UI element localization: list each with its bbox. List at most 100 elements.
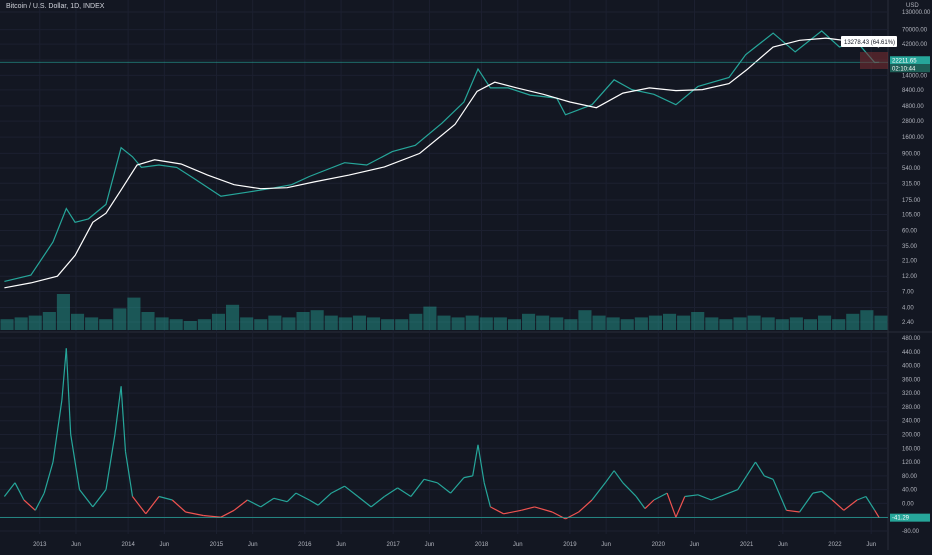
price-tick-label: 35.00 bbox=[902, 244, 918, 250]
osc-segment bbox=[145, 496, 160, 515]
price-tag-value: 22211.65 bbox=[892, 58, 917, 64]
osc-segment bbox=[52, 399, 63, 463]
osc-segment bbox=[843, 499, 858, 511]
volume-bar bbox=[522, 313, 536, 330]
volume-bar bbox=[42, 312, 56, 330]
osc-segment bbox=[472, 444, 479, 477]
price-unit-label: USD bbox=[906, 3, 919, 9]
volume-bar bbox=[226, 304, 240, 330]
osc-segment bbox=[286, 492, 297, 503]
volume-bar bbox=[507, 319, 522, 330]
osc-tick-label: 200.00 bbox=[902, 433, 921, 439]
volume-bar bbox=[70, 313, 85, 330]
osc-segment bbox=[644, 499, 655, 510]
volume-bar bbox=[860, 310, 874, 330]
volume-bar bbox=[296, 312, 310, 330]
osc-segment bbox=[437, 482, 451, 494]
osc-segment bbox=[666, 492, 677, 518]
time-tick-label: Jun bbox=[425, 542, 435, 548]
price-tick-label: 105.00 bbox=[902, 213, 921, 219]
price-tick-label: 1600.00 bbox=[902, 135, 924, 141]
time-tick-label: Jun bbox=[866, 542, 876, 548]
osc-segment bbox=[856, 495, 867, 501]
osc-segment bbox=[622, 482, 637, 497]
price-tick-label: 900.00 bbox=[902, 151, 921, 157]
osc-segment bbox=[384, 487, 398, 498]
osc-segment bbox=[534, 506, 553, 513]
time-tick-label: 2022 bbox=[828, 542, 842, 548]
volume-bar bbox=[846, 313, 860, 330]
osc-segment bbox=[370, 496, 385, 508]
volume-bar bbox=[395, 319, 409, 330]
osc-segment bbox=[812, 490, 822, 494]
volume-bar bbox=[775, 319, 789, 330]
osc-segment bbox=[724, 489, 739, 496]
price-tick-label: 2800.00 bbox=[902, 119, 924, 125]
volume-bar bbox=[493, 317, 507, 330]
osc-tick-label: 480.00 bbox=[902, 336, 921, 342]
moving-average-line bbox=[4, 37, 880, 289]
osc-segment bbox=[308, 499, 319, 506]
volume-bar bbox=[592, 315, 606, 330]
volume-bar bbox=[169, 319, 183, 330]
volume-bar bbox=[141, 312, 155, 330]
time-tick-label: 2019 bbox=[563, 542, 577, 548]
osc-segment bbox=[158, 495, 173, 501]
osc-segment bbox=[764, 475, 774, 480]
volume-bar bbox=[719, 319, 733, 330]
osc-segment bbox=[3, 482, 16, 497]
osc-segment bbox=[604, 470, 615, 484]
volume-bar bbox=[197, 319, 211, 330]
osc-tick-label: 440.00 bbox=[902, 350, 921, 356]
volume-bar bbox=[803, 319, 818, 330]
time-tick-label: Jun bbox=[778, 542, 788, 548]
osc-segment bbox=[684, 494, 699, 498]
volume-bar bbox=[620, 319, 634, 330]
volume-bar bbox=[437, 315, 451, 330]
volume-bar bbox=[536, 315, 550, 330]
osc-segment bbox=[591, 482, 606, 501]
osc-segment bbox=[490, 506, 504, 515]
time-tick-label: 2015 bbox=[210, 542, 224, 548]
osc-segment bbox=[273, 497, 288, 503]
osc-tick-label: 400.00 bbox=[902, 364, 921, 370]
volume-bar bbox=[155, 317, 169, 330]
volume-bar bbox=[254, 319, 268, 330]
osc-segment bbox=[203, 514, 221, 518]
osc-segment bbox=[697, 494, 712, 501]
volume-bar bbox=[705, 317, 719, 330]
osc-tick-label: 280.00 bbox=[902, 405, 921, 411]
time-tick-label: 2017 bbox=[387, 542, 401, 548]
volume-bar bbox=[268, 315, 282, 330]
countdown-tag-value: 02:10:44 bbox=[892, 66, 916, 72]
oscillator-series bbox=[0, 348, 888, 520]
osc-segment bbox=[317, 492, 332, 506]
osc-segment bbox=[34, 492, 45, 511]
price-tick-label: 4.00 bbox=[902, 305, 914, 311]
osc-tick-label: 360.00 bbox=[902, 377, 921, 383]
osc-segment bbox=[124, 451, 134, 497]
volume-bar bbox=[14, 317, 28, 330]
time-tick-label: 2013 bbox=[33, 542, 47, 548]
osc-segment bbox=[477, 444, 485, 483]
osc-segment bbox=[737, 475, 748, 490]
price-tick-label: 12.00 bbox=[902, 274, 918, 280]
volume-bar bbox=[113, 308, 127, 330]
volume-bar bbox=[747, 315, 761, 330]
time-tick-label: Jun bbox=[513, 542, 523, 548]
osc-segment bbox=[247, 499, 261, 508]
osc-segment bbox=[754, 461, 765, 477]
time-tick-label: Jun bbox=[690, 542, 700, 548]
time-tick-label: Jun bbox=[336, 542, 346, 548]
osc-segment bbox=[578, 499, 593, 513]
time-tick-label: 2018 bbox=[475, 542, 489, 548]
osc-segment bbox=[772, 479, 787, 511]
osc-segment bbox=[43, 461, 54, 494]
osc-tick-label: 0.00 bbox=[902, 501, 914, 507]
osc-segment bbox=[70, 434, 81, 490]
volume-bar bbox=[423, 306, 437, 330]
price-tick-label: 315.00 bbox=[902, 181, 921, 187]
price-tick-label: 60.00 bbox=[902, 228, 918, 234]
osc-tag-box bbox=[890, 513, 930, 522]
osc-tick-label: -80.00 bbox=[902, 529, 920, 535]
